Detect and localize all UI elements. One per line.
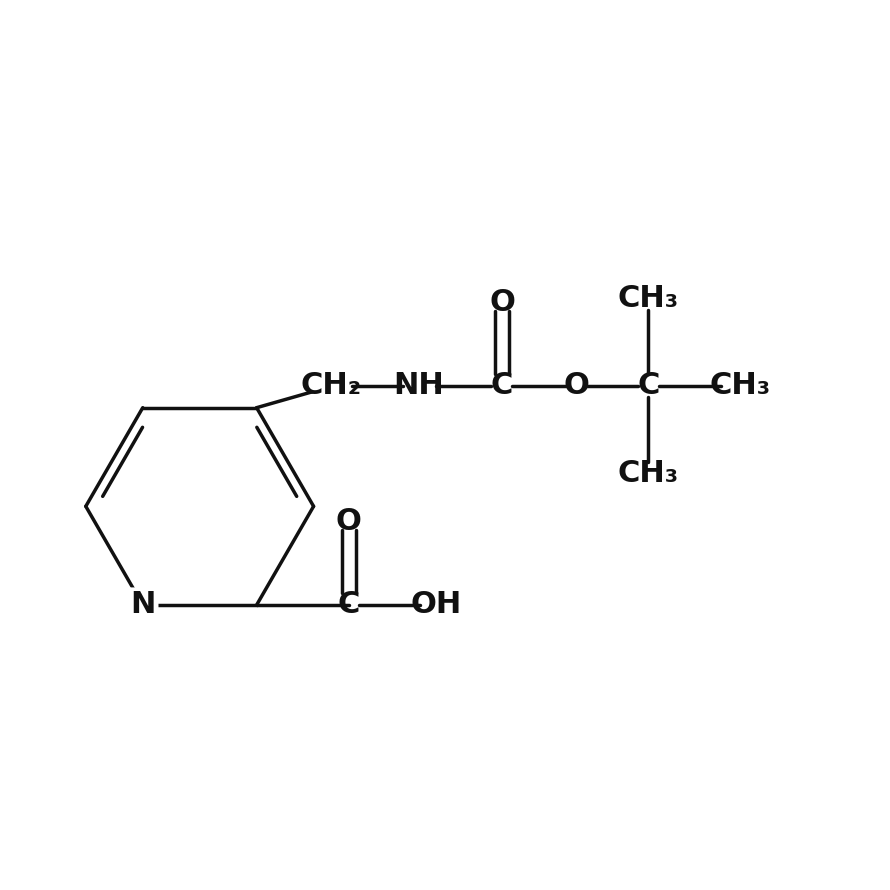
Text: O: O — [563, 371, 589, 400]
Text: C: C — [337, 590, 360, 619]
Text: C: C — [490, 371, 514, 400]
Text: CH₃: CH₃ — [618, 284, 679, 312]
Text: C: C — [637, 371, 659, 400]
Text: N: N — [130, 590, 156, 619]
Text: CH₃: CH₃ — [618, 459, 679, 488]
Text: O: O — [489, 288, 515, 317]
Text: OH: OH — [410, 590, 462, 619]
Text: CH₃: CH₃ — [709, 371, 771, 400]
Text: O: O — [336, 507, 361, 537]
Text: NH: NH — [393, 371, 444, 400]
Text: CH₂: CH₂ — [301, 371, 361, 400]
